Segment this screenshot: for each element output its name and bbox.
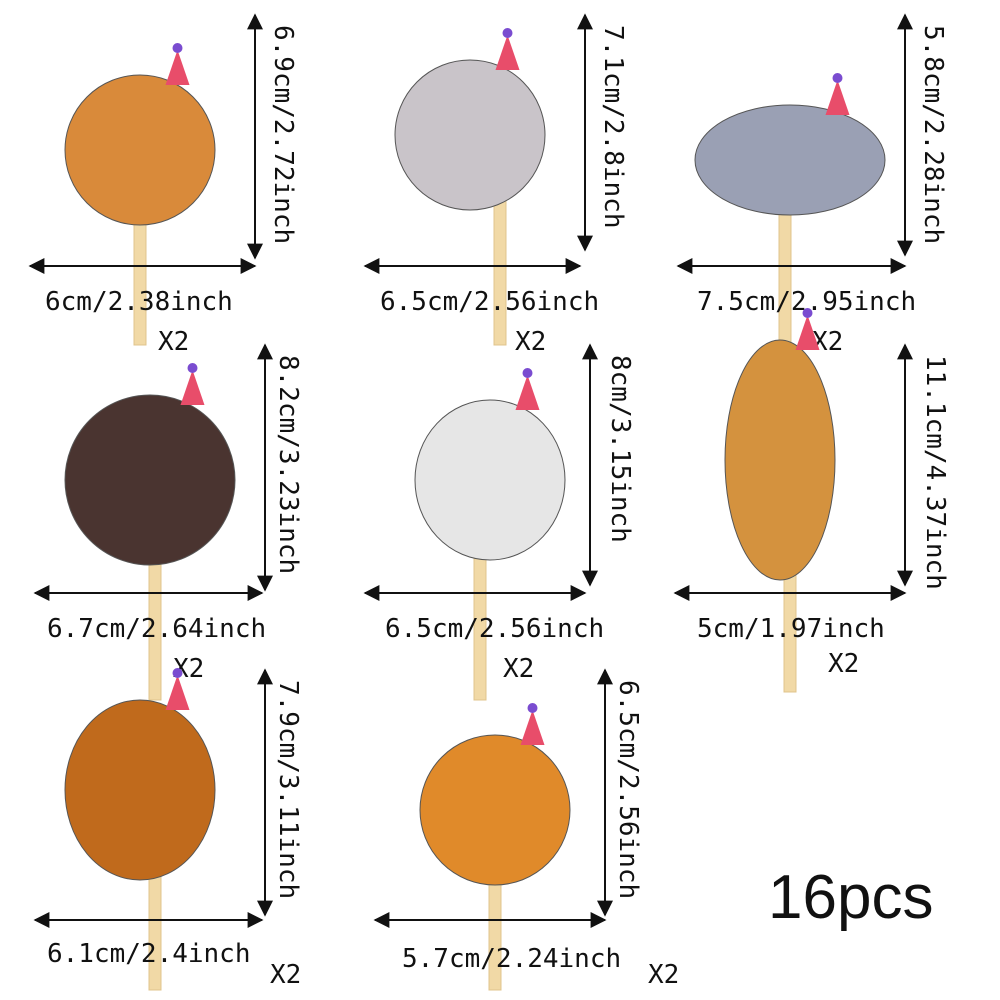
cake-topper [694, 73, 886, 346]
height-label: 7.1cm/2.8inch [598, 25, 628, 229]
party-hat [825, 80, 850, 115]
quantity-label: X2 [515, 327, 546, 357]
stick [778, 204, 792, 346]
hat-pompom [172, 43, 183, 53]
stick [133, 214, 147, 346]
stick [148, 869, 162, 991]
party-hat [180, 370, 205, 405]
hat-pompom [527, 703, 538, 713]
quantity-label: X2 [158, 327, 189, 357]
hat-pompom [522, 368, 533, 378]
cake-topper [64, 363, 236, 701]
height-label: 11.1cm/4.37inch [920, 355, 950, 590]
width-label: 6.5cm/2.56inch [380, 287, 599, 317]
height-label: 8.2cm/3.23inch [273, 355, 303, 574]
stick [493, 199, 507, 346]
animal-figure [414, 399, 566, 561]
animal-figure [394, 59, 546, 211]
animal-figure [419, 734, 571, 886]
hat-pompom [502, 28, 513, 38]
party-hat [165, 50, 190, 85]
hat-pompom [802, 308, 813, 318]
height-label: 7.9cm/3.11inch [273, 680, 303, 899]
party-hat [520, 710, 545, 745]
party-hat [795, 315, 820, 350]
animal-figure [724, 339, 836, 581]
animal-figure [64, 699, 216, 881]
height-label: 6.5cm/2.56inch [613, 680, 643, 899]
cake-topper [64, 668, 216, 991]
hat-pompom [172, 668, 183, 678]
width-label: 5cm/1.97inch [697, 614, 885, 644]
hat-pompom [832, 73, 843, 83]
cake-topper [419, 703, 571, 991]
total-count: 16pcs [768, 863, 933, 932]
animal-figure [64, 394, 236, 566]
party-hat [495, 35, 520, 70]
quantity-label: X2 [270, 960, 301, 990]
height-label: 6.9cm/2.72inch [268, 25, 298, 244]
width-label: 5.7cm/2.24inch [402, 944, 621, 974]
height-label: 5.8cm/2.28inch [918, 25, 948, 244]
width-label: 6.5cm/2.56inch [385, 614, 604, 644]
hat-pompom [187, 363, 198, 373]
width-label: 6cm/2.38inch [45, 287, 233, 317]
height-label: 8cm/3.15inch [605, 355, 635, 543]
quantity-label: X2 [503, 654, 534, 684]
width-label: 6.7cm/2.64inch [47, 614, 266, 644]
cake-topper [64, 43, 216, 346]
width-label: 6.1cm/2.4inch [47, 939, 251, 969]
quantity-label: X2 [648, 960, 679, 990]
party-hat [165, 675, 190, 710]
animal-figure [64, 74, 216, 226]
quantity-label: X2 [812, 327, 843, 357]
animal-figure [694, 104, 886, 216]
quantity-label: X2 [828, 649, 859, 679]
party-hat [515, 375, 540, 410]
